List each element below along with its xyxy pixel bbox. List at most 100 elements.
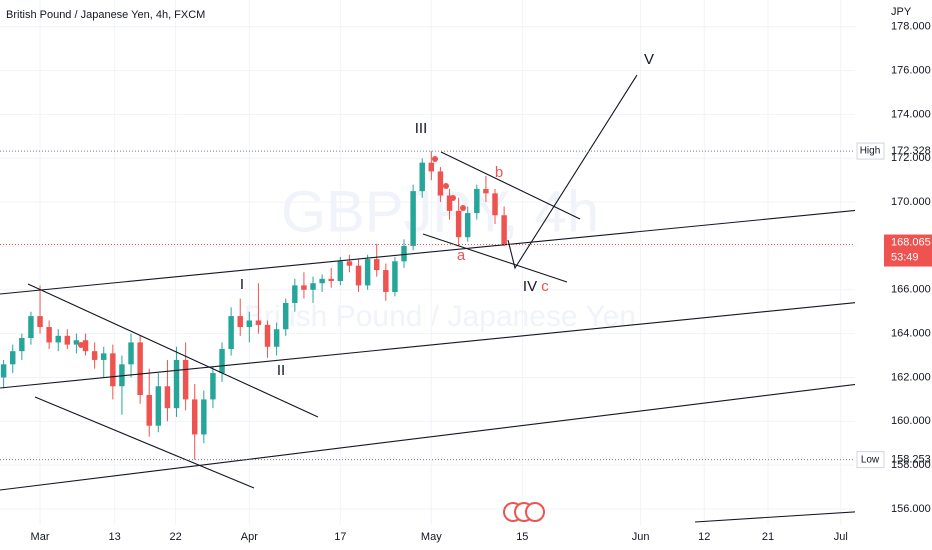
wave-label: IV <box>523 278 537 295</box>
candle-body <box>464 213 471 238</box>
wave-label: V <box>644 51 654 68</box>
y-tick-label: 176.000 <box>891 64 931 76</box>
price-tag-value: 172.328 <box>891 145 931 157</box>
trend-line <box>34 396 255 489</box>
candle-body <box>219 348 225 374</box>
x-tick-label: 22 <box>169 531 181 543</box>
candle-body <box>337 261 344 282</box>
candle-body <box>210 373 216 400</box>
price-tag-box <box>856 451 885 469</box>
price-tag-label: Low <box>861 454 880 465</box>
price-tag-box <box>856 142 885 160</box>
candle-body <box>110 353 116 387</box>
signal-dot <box>450 195 456 201</box>
candle-body <box>501 215 507 245</box>
candle-body <box>182 359 189 400</box>
wave-path <box>507 74 638 270</box>
candle-body <box>246 320 253 328</box>
candles <box>0 151 507 460</box>
y-tick-label: 160.000 <box>891 415 931 427</box>
candle-body <box>301 285 307 290</box>
x-tick-label: Mar <box>31 531 50 543</box>
trend-line <box>0 374 932 491</box>
candle-body <box>91 351 98 360</box>
candle-body <box>410 191 416 246</box>
candle-body <box>328 278 334 282</box>
trend-line <box>0 294 932 389</box>
x-tick-label: 12 <box>698 531 710 543</box>
candle-body <box>28 316 34 339</box>
x-tick-label: May <box>421 531 442 543</box>
candle-body <box>155 386 162 426</box>
price-tag-label: High <box>860 146 881 157</box>
signal-dot <box>443 183 449 189</box>
trend-line <box>440 151 581 220</box>
trend-line <box>27 283 319 418</box>
x-tick-label: 21 <box>762 531 774 543</box>
countdown: 53:49 <box>891 251 919 263</box>
candle-body <box>192 399 198 435</box>
candle-body <box>164 386 171 409</box>
event-icon[interactable] <box>525 502 545 522</box>
y-tick-label: 170.000 <box>891 196 931 208</box>
y-tick-label: 178.000 <box>891 21 931 33</box>
candle-body <box>401 245 407 262</box>
y-tick-label: 158.000 <box>891 459 931 471</box>
candle-body <box>419 162 425 192</box>
x-tick-label: 13 <box>109 531 121 543</box>
last-price-value: 168.065 <box>891 236 931 248</box>
y-tick-label: 156.000 <box>891 503 931 515</box>
x-tick-label: 17 <box>334 531 346 543</box>
candle-body <box>373 259 380 271</box>
candle-body <box>146 395 152 426</box>
candle-body <box>437 171 444 196</box>
grid <box>0 0 855 525</box>
y-tick-label: 166.000 <box>891 284 931 296</box>
candle-body <box>355 265 362 286</box>
candle-body <box>446 195 453 211</box>
candle-body <box>483 188 489 194</box>
y-tick-label: 162.000 <box>891 371 931 383</box>
x-tick-label: Jun <box>632 531 650 543</box>
wave-label: b <box>495 164 503 181</box>
wave-label: a <box>457 247 466 264</box>
candle-body <box>73 340 80 345</box>
candle-body <box>82 340 89 352</box>
candle-body <box>0 364 7 378</box>
candle-body <box>128 342 134 365</box>
candle-body <box>55 335 61 343</box>
price-tag-value: 158.253 <box>891 454 931 466</box>
candle-body <box>46 327 52 343</box>
wave-label: III <box>415 120 428 137</box>
wave-label: I <box>240 276 244 293</box>
candle-body <box>310 283 316 290</box>
candle-body <box>292 285 298 303</box>
last-price-box <box>884 234 932 267</box>
currency-label: JPY <box>891 6 912 18</box>
watermark-description: British Pound / Japanese Yen <box>244 300 636 333</box>
candle-body <box>101 353 107 360</box>
candle-body <box>474 188 480 214</box>
candle-body <box>264 324 271 347</box>
axes: 156.000 158.000 160.000 162.000 164.000 166.0… <box>0 21 932 543</box>
candle-body <box>455 210 462 238</box>
candle-body <box>237 316 243 328</box>
candle-body <box>392 261 398 292</box>
trend-line <box>422 233 568 283</box>
candle-body <box>255 320 262 325</box>
x-tick-label: Apr <box>241 531 258 543</box>
chart-title: British Pound / Japanese Yen, 4h, FXCM <box>6 9 205 21</box>
y-tick-label: 172.000 <box>891 152 931 164</box>
candle-body <box>364 259 371 286</box>
candle-body <box>492 193 498 216</box>
event-icons <box>503 502 545 522</box>
candle-body <box>273 329 280 347</box>
y-tick-label: 174.000 <box>891 108 931 120</box>
candle-body <box>201 399 207 435</box>
candle-body <box>10 351 16 365</box>
x-tick-label: Jul <box>834 531 848 543</box>
candle-body <box>346 261 353 266</box>
signal-dot <box>78 342 84 348</box>
